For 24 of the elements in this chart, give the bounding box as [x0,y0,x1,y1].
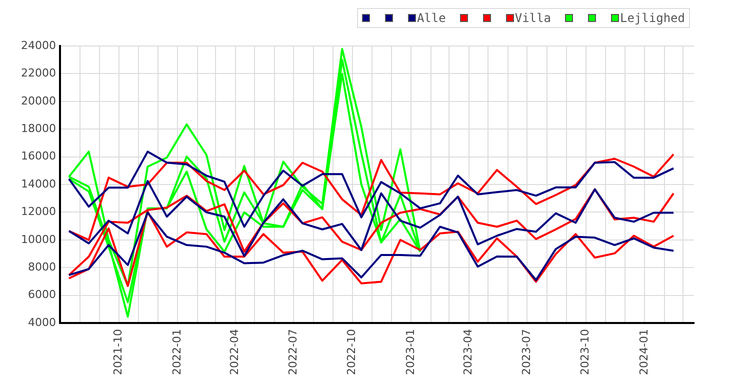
x-tick-label: 2024-01 [638,329,651,375]
y-tick-label: 6000 [28,288,56,302]
y-tick-label: 12000 [21,205,56,218]
x-tick-label: 2022-01 [170,329,184,375]
y-tick-label: 20000 [21,94,56,108]
x-tick-label: 2021-10 [112,329,125,375]
legend-label: Villa [514,11,551,25]
x-tick-label: 2023-04 [462,329,475,375]
y-tick-label: 4000 [28,316,56,329]
y-tick-label: 14000 [21,177,56,190]
y-tick-label: 16000 [21,150,56,163]
x-tick-label: 2022-07 [286,329,300,375]
y-tick-label: 10000 [21,232,56,246]
x-tick-label: 2023-07 [520,329,533,375]
x-tick-label: 2023-10 [578,329,592,375]
x-tick-label: 2022-04 [228,329,242,375]
y-tick-label: 8000 [28,260,56,274]
y-tick-label: 18000 [21,122,56,135]
x-tick-label: 2022-10 [345,329,358,375]
y-tick-label: 22000 [21,66,56,80]
y-tick-label: 24000 [21,38,56,52]
legend-label: Alle [416,11,446,25]
x-tick-label: 2023-01 [404,329,418,375]
legend-label: Lejlighed [620,11,685,25]
